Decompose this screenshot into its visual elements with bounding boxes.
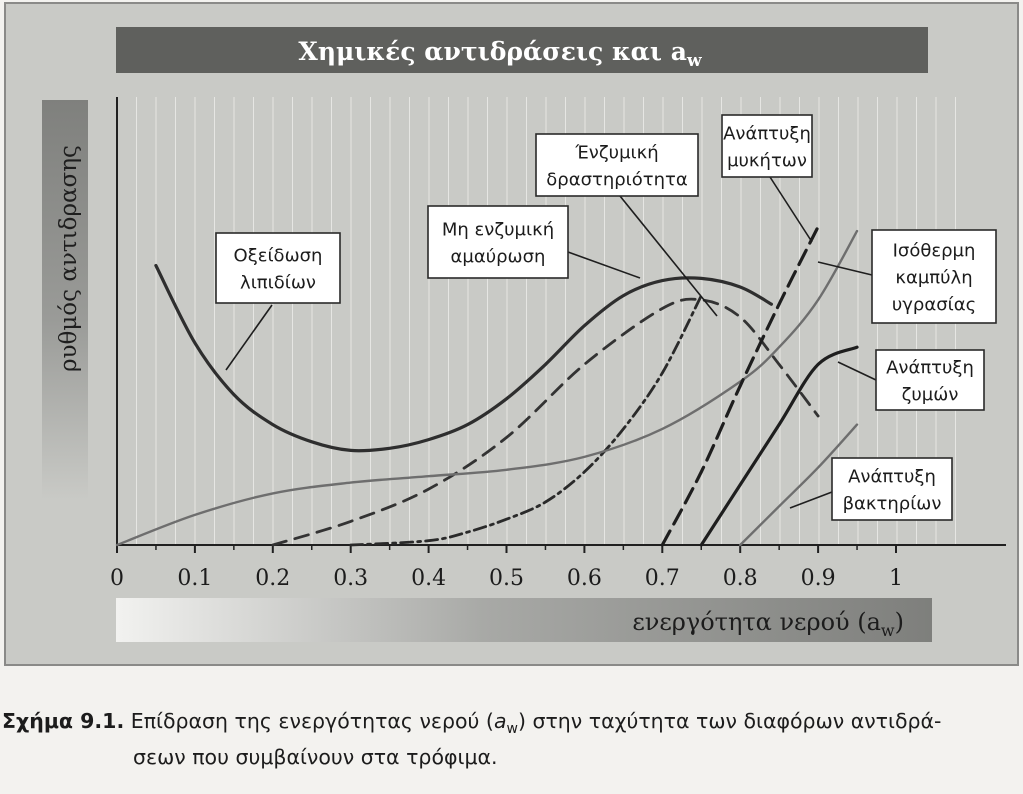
series-label-text: μυκήτων <box>727 151 807 172</box>
title-bar <box>116 27 928 73</box>
x-axis-label: ενεργότητα νερού (aw) <box>632 608 904 640</box>
series-label-text: Ισόθερμη <box>893 241 976 262</box>
x-label-band <box>116 598 932 642</box>
label-box <box>871 229 997 324</box>
x-tick-label: 0.9 <box>801 566 836 591</box>
series-label-text: αμαύρωση <box>451 247 546 268</box>
leader-line <box>789 491 833 509</box>
series-label-text: Ανάπτυξη <box>848 467 936 488</box>
series-label-text: λιπιδίων <box>240 273 316 294</box>
x-tick-label: 0.1 <box>177 566 212 591</box>
x-tick-label: 1 <box>889 566 903 591</box>
x-tick-label: 0.2 <box>255 566 290 591</box>
series-label-text: ζυμών <box>902 385 959 406</box>
series-label-text: Μη ενζυμική <box>442 220 554 241</box>
series <box>115 225 859 547</box>
x-tick-label: 0 <box>110 566 124 591</box>
series-line-7 <box>739 423 859 547</box>
x-tick-label: 0.4 <box>411 566 446 591</box>
leader-line <box>225 304 273 371</box>
series-label-5: Ανάπτυξη μυκήτων <box>721 114 813 243</box>
leader-line <box>837 361 877 381</box>
series-label-text: Οξείδωση <box>234 246 323 267</box>
series-label-text: Ανάπτυξη <box>886 358 974 379</box>
x-ticks: 0 0.1 0.2 0.3 0.4 0.5 0.6 0.7 0.8 0.9 1 <box>110 545 903 591</box>
leader-line <box>619 195 718 317</box>
series-line-6 <box>699 345 859 547</box>
x-tick-label: 0.3 <box>333 566 368 591</box>
label-box <box>535 133 699 197</box>
label-box <box>875 349 985 411</box>
leader-line <box>769 176 813 243</box>
series-label-text: υγρασίας <box>892 295 976 316</box>
series-label-3: Ένζυμική δραστηριότητα <box>535 133 718 317</box>
label-box <box>721 114 813 178</box>
series-label-text: Ένζυμική <box>574 143 658 164</box>
y-label-band <box>42 100 88 500</box>
series-label-text: δραστηριότητα <box>546 170 687 191</box>
series-label-text: βακτηρίων <box>843 494 942 515</box>
series-label-4: Ισόθερμη καμπύλη υγρασίας <box>817 229 997 324</box>
series-label-7: Ανάπτυξη βακτηρίων <box>789 457 953 521</box>
series-line-4 <box>115 229 859 547</box>
series-line-3 <box>349 294 703 547</box>
leader-line <box>567 251 641 279</box>
series-label-text: καμπύλη <box>895 268 972 289</box>
x-tick-label: 0.6 <box>567 566 602 591</box>
caption-label: Σχήμα 9.1. <box>2 709 125 733</box>
series-label-1: Οξείδωση λιπιδίων <box>215 232 341 371</box>
label-box <box>215 232 341 304</box>
chart-title: Χημικές αντιδράσεις και aw <box>298 37 702 71</box>
series-line-5 <box>660 225 820 547</box>
leader-line <box>817 261 873 276</box>
x-tick-label: 0.5 <box>489 566 524 591</box>
caption-aw-sub: w <box>506 721 518 737</box>
series-label-2: Μη ενζυμική αμαύρωση <box>427 205 641 279</box>
caption-text: Επίδραση της ενεργότητας νερού ( <box>124 709 494 733</box>
series-label-text: Ανάπτυξη <box>723 124 811 145</box>
caption-line-2: σεων που συμβαίνουν στα τρόφιμα. <box>133 745 498 769</box>
series-line-1 <box>154 263 773 453</box>
caption-aw: a <box>493 709 507 733</box>
series-label-6: Ανάπτυξη ζυμών <box>837 349 985 411</box>
chart: Χημικές αντιδράσεις και aw ρυθμός αντιδρ… <box>42 27 1006 642</box>
y-axis-label: ρυθμός αντιδρασης <box>56 145 82 372</box>
caption-line-1: Σχήμα 9.1. Επίδραση της ενεργότητας νερο… <box>2 704 941 746</box>
series-line-2 <box>271 297 820 547</box>
figure-panel <box>4 2 1019 666</box>
x-tick-label: 0.8 <box>723 566 758 591</box>
label-box <box>831 457 953 521</box>
x-tick-label: 0.7 <box>645 566 680 591</box>
label-box <box>427 205 569 279</box>
caption-text-rest: ) στην ταχύτητα των διαφόρων αντιδρά- <box>517 709 942 733</box>
